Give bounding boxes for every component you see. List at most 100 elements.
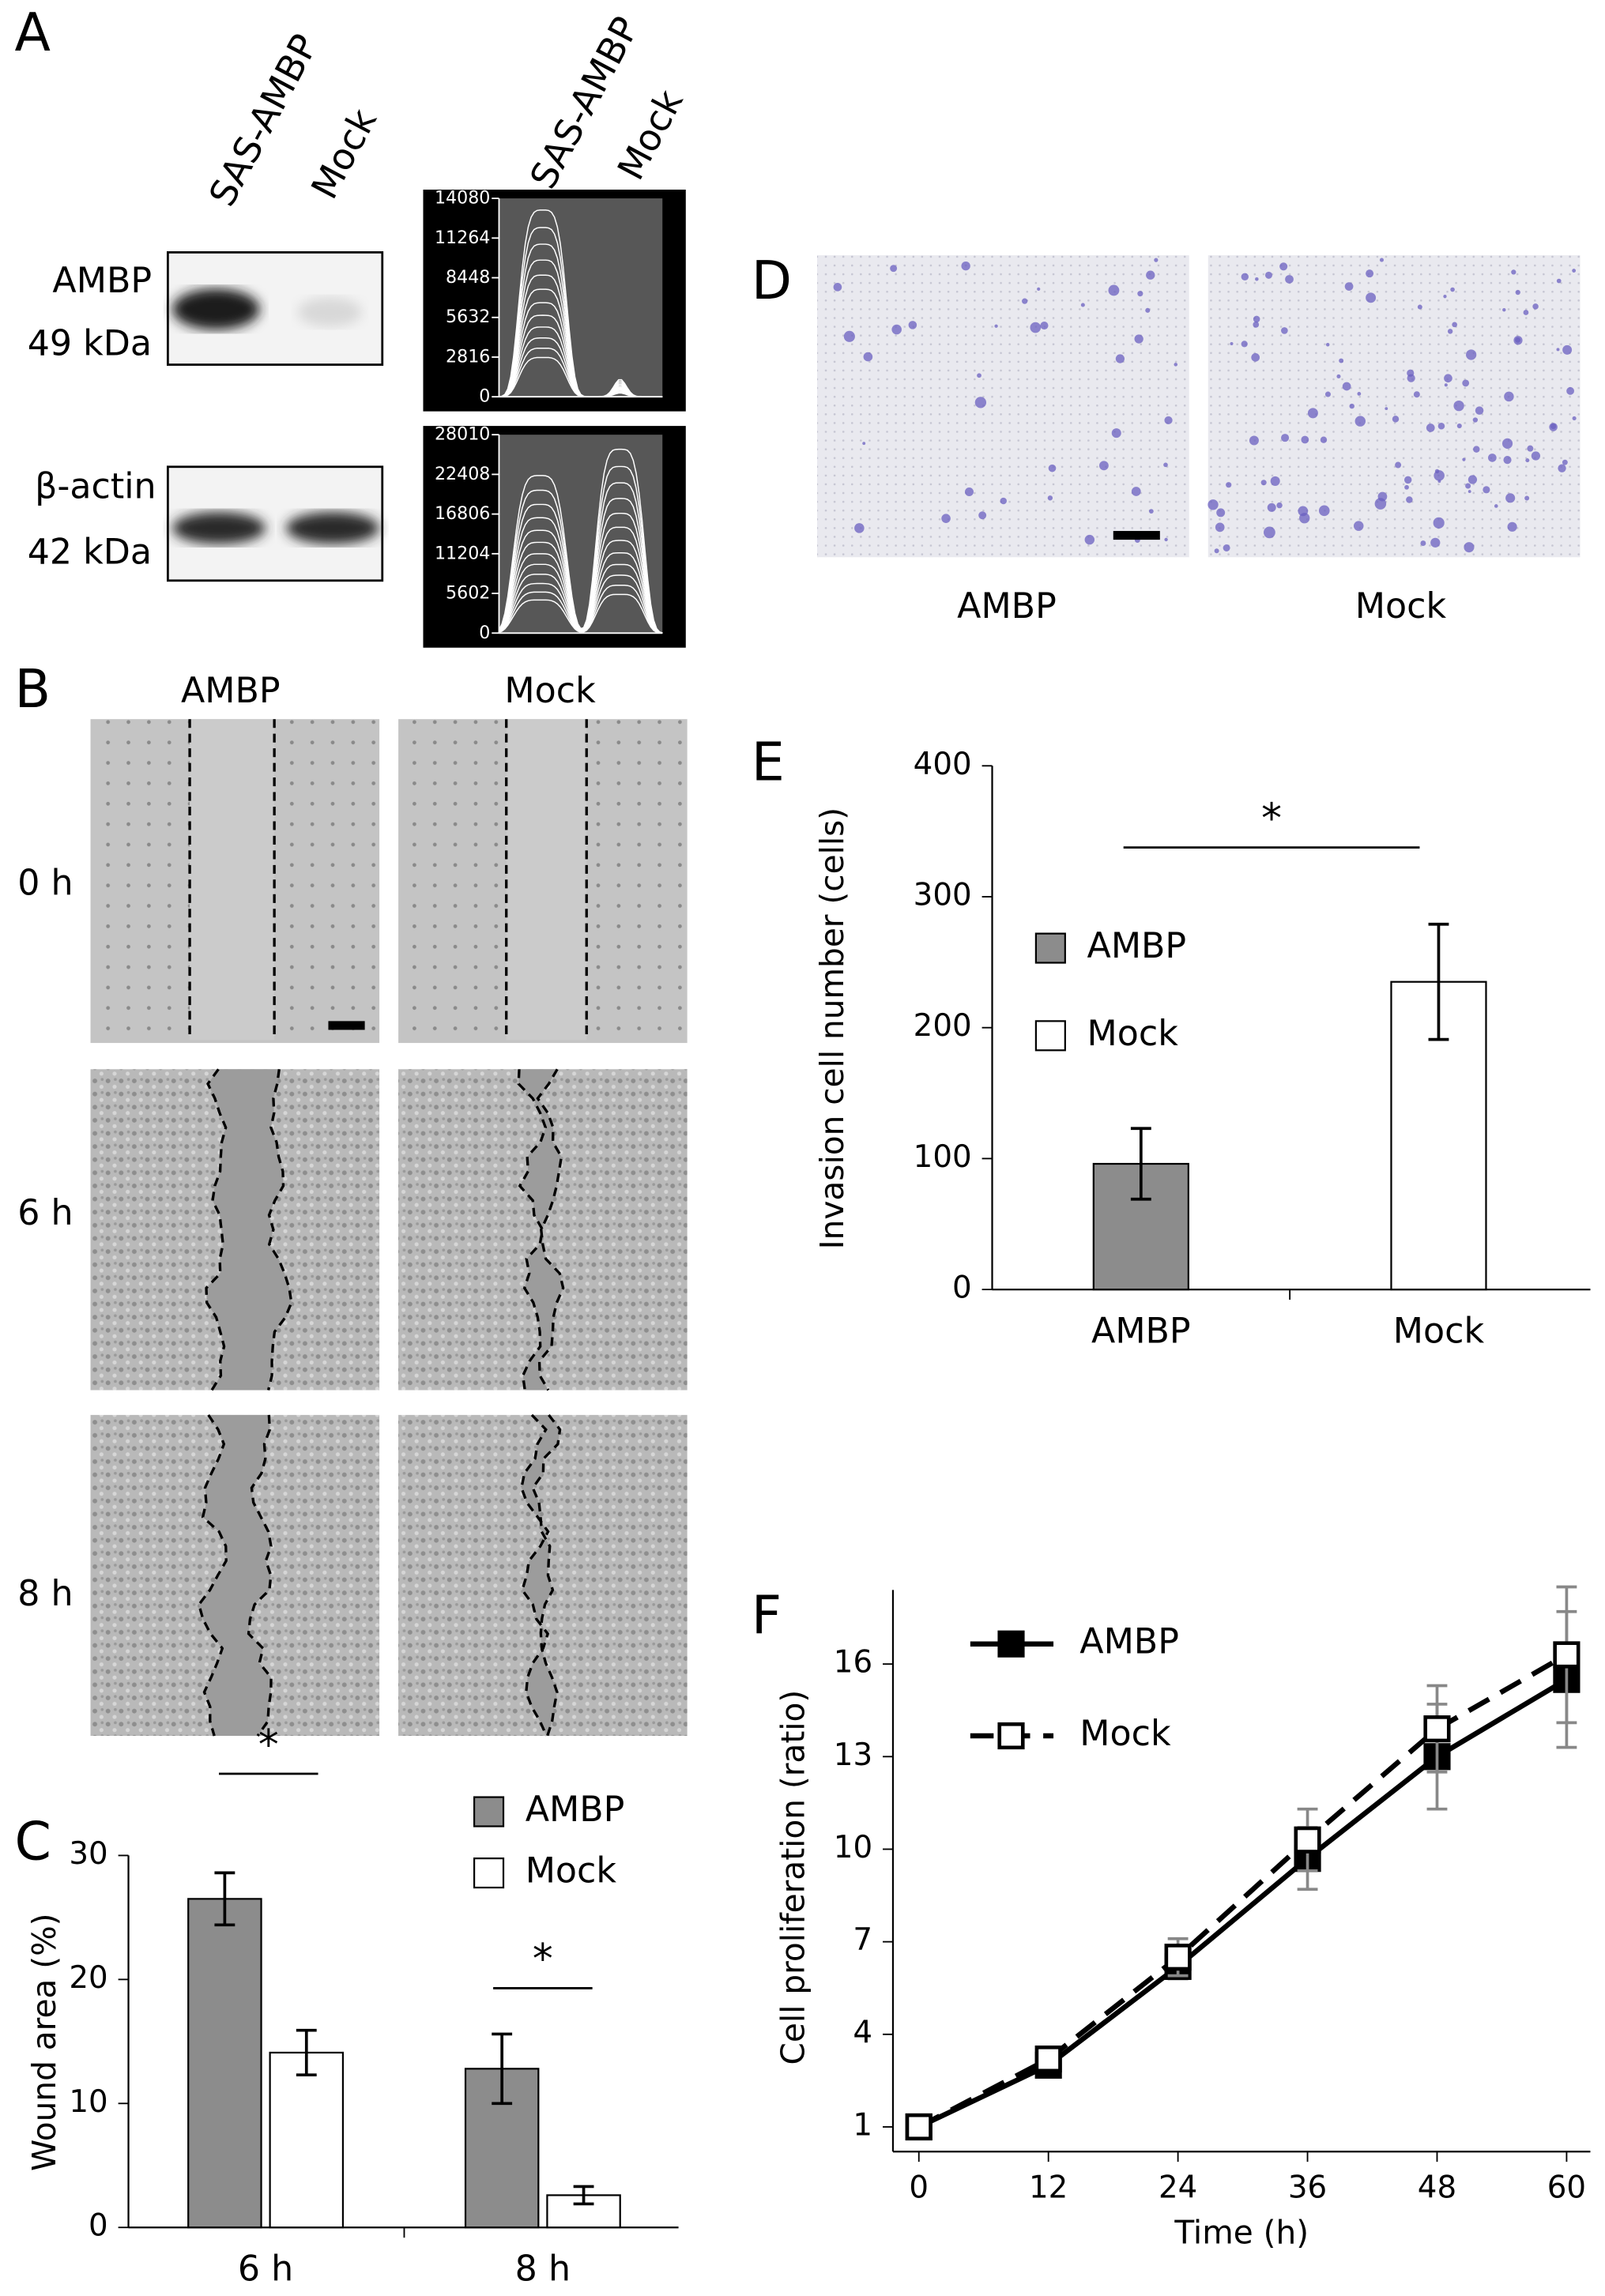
stained-cell <box>1556 348 1560 352</box>
stained-cell <box>1279 262 1288 271</box>
stained-cell <box>1453 400 1464 412</box>
stained-cell <box>1502 307 1506 312</box>
x-axis-label: Time (h) <box>1174 2213 1309 2251</box>
tick-label: 22408 <box>435 464 490 484</box>
tick-label: 8448 <box>446 267 490 288</box>
stained-cell <box>854 523 865 533</box>
stained-cell <box>1501 438 1513 449</box>
stained-cell <box>1462 379 1470 387</box>
stained-cell <box>863 352 873 362</box>
bar <box>187 1898 262 2229</box>
stained-cell <box>1527 445 1534 452</box>
stained-cell <box>1395 461 1402 469</box>
y-tick-label: 0 <box>89 2208 108 2244</box>
stained-cell <box>1040 322 1049 330</box>
protein-size: 49 kDa <box>28 324 152 364</box>
tick-label: 28010 <box>435 424 490 445</box>
stained-cell <box>1572 416 1577 421</box>
wound-gap <box>198 1414 272 1737</box>
row-label: 8 h <box>17 1574 73 1614</box>
stained-cell <box>961 261 970 271</box>
tick-label: 0 <box>479 386 490 407</box>
stained-cell <box>1475 406 1484 415</box>
stained-cell <box>1366 269 1374 278</box>
stained-cell <box>1473 446 1480 453</box>
stained-cell <box>1465 483 1471 489</box>
stained-cell <box>843 330 855 342</box>
stained-cell <box>1299 513 1310 524</box>
stained-cell <box>1503 456 1512 465</box>
stained-cell <box>1417 304 1422 310</box>
stained-cell <box>1392 416 1400 423</box>
stained-cell <box>1281 327 1288 334</box>
stained-cell <box>1264 271 1272 279</box>
stained-cell <box>1108 284 1120 296</box>
wound-gap <box>518 1069 563 1391</box>
panel-label: C <box>15 1811 51 1873</box>
tick-label: 11264 <box>435 228 490 248</box>
tick-label: 5602 <box>446 583 490 604</box>
column-label: Mock <box>504 671 596 711</box>
stained-cell <box>1307 408 1318 419</box>
legend-label: Mock <box>1079 1714 1171 1754</box>
stained-cell <box>1270 476 1280 486</box>
stained-cell <box>1000 497 1007 505</box>
y-tick-label: 10 <box>69 2084 107 2120</box>
legend-swatch <box>473 1796 505 1827</box>
legend-marker <box>997 1630 1025 1658</box>
stained-cell <box>1494 504 1498 508</box>
stained-cell <box>1037 287 1041 291</box>
stained-cell <box>1285 275 1294 284</box>
stained-cell <box>1080 303 1085 307</box>
stained-cell <box>1420 540 1426 547</box>
micrographs <box>816 255 1581 558</box>
tick-label: 14080 <box>435 188 490 209</box>
error-bar <box>492 2032 513 2106</box>
stained-cell <box>1226 482 1232 488</box>
stained-cell <box>1111 428 1121 438</box>
stained-cell <box>1281 434 1290 442</box>
stained-cell <box>1562 459 1568 465</box>
stained-cell <box>1163 462 1168 468</box>
wound-edge <box>247 1414 273 1737</box>
column-label: AMBP <box>181 671 281 711</box>
stained-cell <box>1433 517 1445 529</box>
y-tick-label: 10 <box>834 1830 872 1865</box>
stained-cell <box>1532 303 1539 310</box>
stained-cell <box>1558 464 1566 472</box>
stained-cell <box>1137 291 1143 297</box>
y-tick-label: 20 <box>69 1960 107 1996</box>
stained-cell <box>977 373 981 378</box>
stained-cell <box>1336 374 1341 378</box>
stained-cell <box>1146 270 1155 280</box>
stained-cell <box>1511 269 1516 275</box>
x-tick-label: 6 h <box>238 2249 293 2290</box>
stained-cell <box>1504 391 1514 402</box>
error-bar <box>296 2028 317 2077</box>
stained-cell <box>1022 298 1028 304</box>
legend-swatch <box>473 1858 505 1889</box>
series-line <box>917 1652 1569 2129</box>
protein-size: 42 kDa <box>28 533 152 573</box>
y-tick-label: 400 <box>914 747 972 782</box>
wound-edge <box>266 1069 293 1391</box>
densitometry: 14080 11264 8448 5632 2816 0 28010 22408 16806 11… <box>423 188 686 648</box>
stained-cell <box>1523 310 1529 315</box>
panel-label: B <box>15 658 51 720</box>
stained-cell <box>1131 487 1141 496</box>
stained-cell <box>891 324 902 335</box>
stained-cell <box>1426 423 1435 432</box>
band <box>171 288 260 330</box>
stained-cell <box>1464 542 1475 553</box>
stained-cell <box>1524 495 1530 501</box>
profile-curve <box>499 209 663 397</box>
stained-cell <box>1407 374 1415 382</box>
stained-cell <box>1562 344 1573 355</box>
x-tick-label: 24 <box>1159 2170 1197 2206</box>
wound-edge <box>517 1069 548 1391</box>
stained-cell <box>1208 499 1219 510</box>
legend-marker <box>997 1722 1025 1750</box>
significance-mark: * <box>533 1936 553 1983</box>
tick-label: 16806 <box>435 503 490 524</box>
